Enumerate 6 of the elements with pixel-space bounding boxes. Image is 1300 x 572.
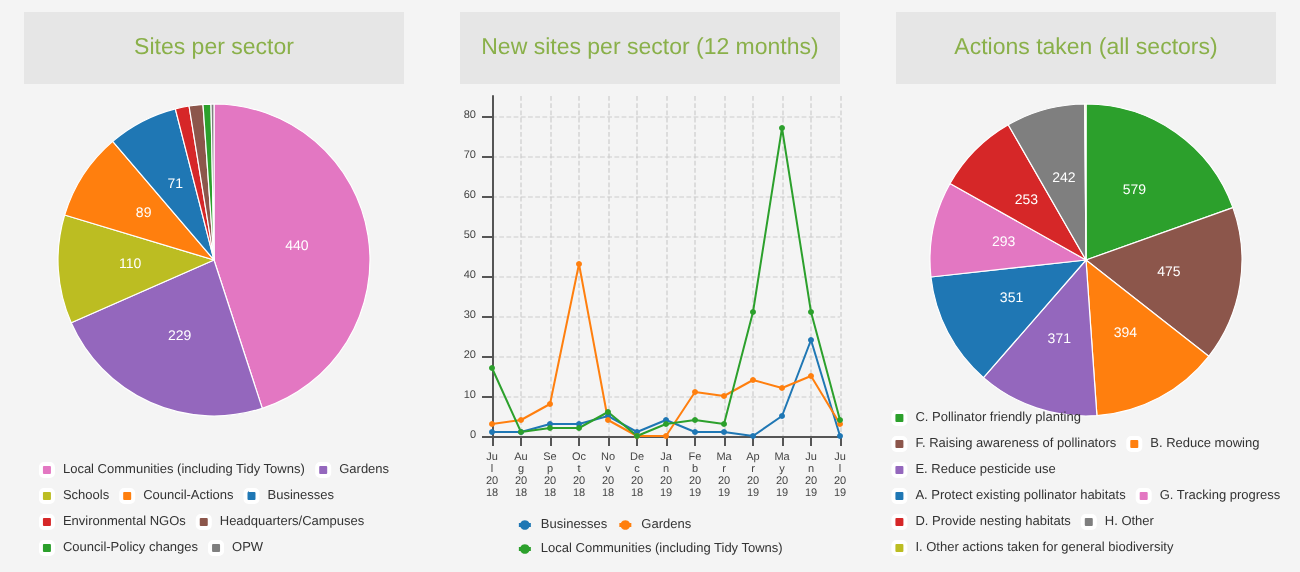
chart-title: New sites per sector (12 months) [460,12,840,84]
chart-title: Actions taken (all sectors) [896,12,1276,84]
point [489,365,495,371]
point [489,421,495,427]
point [837,433,843,439]
chart-title: Sites per sector [24,12,404,84]
